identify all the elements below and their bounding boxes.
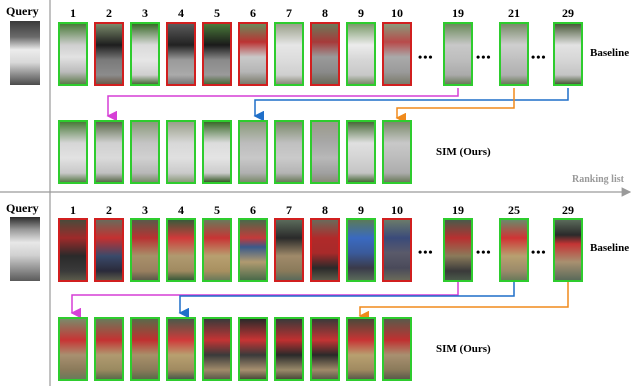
sim-image: [382, 317, 412, 381]
ranked-image: [58, 22, 88, 86]
ranked-image: [130, 22, 160, 86]
rank-number: 5: [214, 203, 220, 217]
rank-number: 9: [358, 203, 364, 217]
sim-label: SIM (Ours): [436, 146, 491, 158]
ranked-image: [274, 218, 304, 282]
arrow-orange-2: [358, 281, 569, 322]
rank-number: 9: [358, 6, 364, 20]
rank-number: 8: [322, 6, 328, 20]
rank-number: 7: [286, 6, 292, 20]
ranked-image: [443, 22, 473, 86]
ranked-image: [553, 22, 583, 86]
query-label: Query: [6, 4, 39, 18]
ranked-image: [166, 218, 196, 282]
ranked-image: [58, 218, 88, 282]
ranked-image: [443, 218, 473, 282]
ranked-image: [553, 218, 583, 282]
rank-number: 6: [250, 6, 256, 20]
rank-number: 2: [106, 6, 112, 20]
sim-image: [274, 317, 304, 381]
baseline-label: Baseline: [590, 242, 630, 254]
sim-image: [310, 120, 340, 184]
arrow-magenta-2: [70, 281, 459, 319]
ranked-image: [382, 218, 412, 282]
ranked-image: [346, 218, 376, 282]
ranked-image: [202, 22, 232, 86]
sim-image: [94, 120, 124, 184]
rank-number: 25: [508, 203, 520, 217]
ranked-image: [274, 22, 304, 86]
arrow-blue-2: [178, 281, 515, 319]
sim-label: SIM (Ours): [436, 343, 491, 355]
ranked-image: [310, 22, 340, 86]
query-label: Query: [6, 201, 39, 215]
arrow-magenta-1: [106, 88, 459, 122]
sim-image: [58, 120, 88, 184]
ranked-image: [310, 218, 340, 282]
ranked-image: [499, 22, 529, 86]
rank-number: 4: [178, 203, 184, 217]
sim-image: [238, 317, 268, 381]
rank-number: 29: [562, 6, 574, 20]
ellipsis: •••: [531, 245, 547, 259]
ranked-image: [346, 22, 376, 86]
ellipsis: •••: [476, 245, 492, 259]
ranked-image: [238, 218, 268, 282]
ranked-image: [94, 22, 124, 86]
rank-number: 1: [70, 203, 76, 217]
rank-number: 2: [106, 203, 112, 217]
sim-image: [238, 120, 268, 184]
rank-number: 8: [322, 203, 328, 217]
sim-image: [346, 120, 376, 184]
arrow-orange-1: [395, 88, 515, 124]
rank-number: 3: [142, 203, 148, 217]
ranked-image: [382, 22, 412, 86]
sim-image: [166, 317, 196, 381]
sim-image: [310, 317, 340, 381]
rank-number: 10: [391, 6, 403, 20]
rank-number: 19: [452, 6, 464, 20]
ranked-image: [499, 218, 529, 282]
ranked-image: [130, 218, 160, 282]
ranking-list-label: Ranking list: [572, 174, 624, 185]
sim-image: [58, 317, 88, 381]
rank-number: 4: [178, 6, 184, 20]
ellipsis: •••: [418, 245, 434, 259]
rank-number: 6: [250, 203, 256, 217]
ranked-image: [94, 218, 124, 282]
ranked-image: [202, 218, 232, 282]
rank-number: 21: [508, 6, 520, 20]
rank-number: 10: [391, 203, 403, 217]
ellipsis: •••: [418, 50, 434, 64]
baseline-label: Baseline: [590, 47, 630, 59]
rank-number: 7: [286, 203, 292, 217]
ranked-image: [238, 22, 268, 86]
ellipsis: •••: [531, 50, 547, 64]
sim-image: [202, 120, 232, 184]
rank-number: 3: [142, 6, 148, 20]
sim-image: [130, 120, 160, 184]
sim-image: [382, 120, 412, 184]
query-image: [10, 21, 40, 85]
rank-number: 5: [214, 6, 220, 20]
sim-image: [94, 317, 124, 381]
rank-number: 1: [70, 6, 76, 20]
sim-image: [130, 317, 160, 381]
sim-image: [274, 120, 304, 184]
ellipsis: •••: [476, 50, 492, 64]
rank-number: 29: [562, 203, 574, 217]
sim-image: [166, 120, 196, 184]
arrow-blue-1: [253, 88, 569, 122]
sim-image: [202, 317, 232, 381]
ranked-image: [166, 22, 196, 86]
sim-image: [346, 317, 376, 381]
rank-number: 19: [452, 203, 464, 217]
query-image: [10, 217, 40, 281]
